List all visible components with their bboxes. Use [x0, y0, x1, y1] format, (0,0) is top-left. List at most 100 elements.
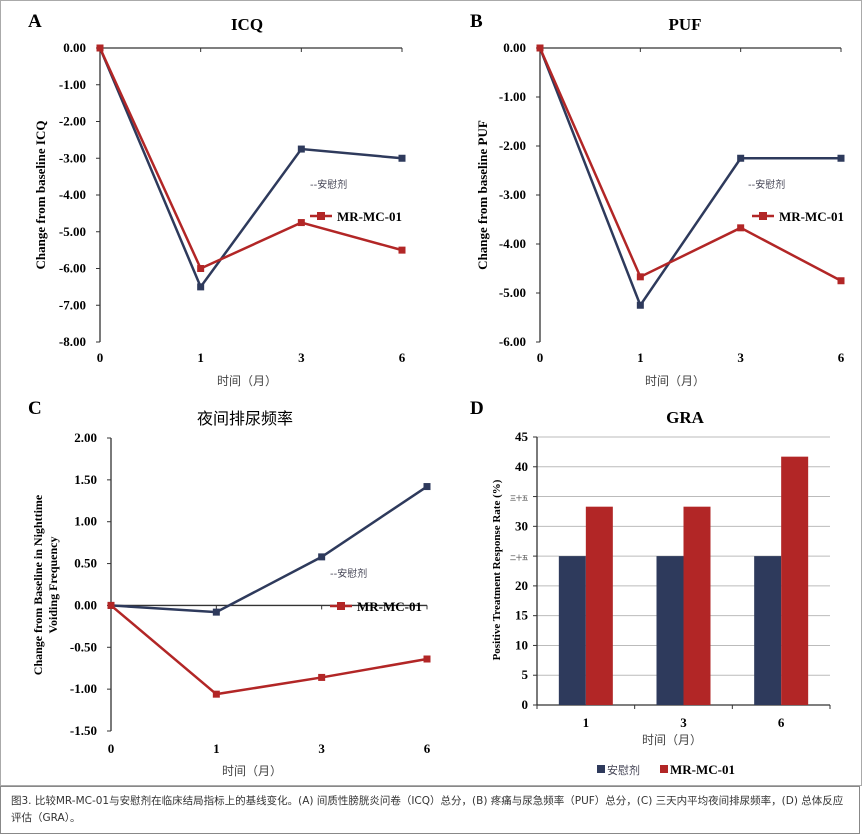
y-tick-label: 0.00	[74, 597, 97, 612]
y-tick-label: -1.00	[70, 681, 97, 696]
y-tick-label: 0	[522, 697, 529, 712]
y-tick-label: 15	[515, 608, 529, 623]
legend-mr-mc-01: MR-MC-01	[670, 762, 735, 777]
data-point	[536, 44, 544, 52]
series-line-mr-mc-01	[538, 47, 842, 282]
panel-a: A ICQ 时间（月） Change from baseline ICQ 0.00 -1.…	[28, 11, 406, 388]
series-line-placebo	[538, 47, 841, 308]
data-point	[197, 265, 205, 272]
y-tick-label: 1.00	[74, 514, 97, 529]
y-tick-label: -2.00	[499, 138, 526, 153]
x-tick-label: 3	[737, 350, 744, 365]
legend-mr-mc-01: MR-MC-01	[337, 209, 402, 224]
y-tick-label: -4.00	[499, 236, 526, 251]
legend-placebo: 安慰剂	[607, 763, 640, 777]
y-tick-label: -4.00	[59, 187, 86, 202]
legend-marker-icon	[317, 212, 325, 220]
y-tick-label: -7.00	[59, 297, 86, 312]
series-line-placebo	[110, 485, 428, 614]
legend-placebo: --安慰剂	[330, 567, 367, 580]
chart-title: 夜间排尿频率	[197, 409, 293, 428]
y-axis-label: Change from baseline ICQ	[33, 121, 48, 270]
y-axis-label: Positive Treatment Response Rate (%)	[491, 479, 503, 660]
chart-title: PUF	[668, 15, 701, 34]
y-tick-label: -6.00	[59, 261, 86, 276]
bar-placebo	[558, 556, 586, 705]
y-tick-label: -1.00	[499, 89, 526, 104]
x-axis-label: 时间（月）	[222, 764, 282, 778]
y-tick-label: 20	[515, 578, 528, 593]
panel-d: D GRA 时间（月） Positive Treatment Response Rat…	[470, 398, 831, 777]
data-point	[837, 277, 845, 285]
series-line-placebo	[98, 47, 403, 290]
bar-mr-mc-01	[683, 506, 711, 705]
x-tick-label: 1	[583, 715, 590, 730]
panel-letter: D	[470, 398, 484, 419]
legend-marker-icon	[759, 212, 767, 220]
y-tick-label: -3.00	[499, 187, 526, 202]
data-point	[398, 246, 406, 254]
panel-b: B PUF 时间（月） Change from baseline PUF 0.00 -1.…	[470, 11, 845, 388]
legend-mr-mc-01: MR-MC-01	[779, 209, 844, 224]
x-tick-label: 0	[97, 350, 104, 365]
y-axis-label: Change from Baseline in NighttimeVoiding…	[31, 494, 60, 675]
y-tick-label: -0.50	[70, 639, 97, 654]
legend-swatch-icon	[597, 765, 605, 773]
data-point	[318, 553, 326, 561]
y-tick-label: -8.00	[59, 334, 86, 349]
y-tick-label: 0.00	[503, 40, 526, 55]
panel-letter: C	[28, 398, 42, 419]
chart-title: GRA	[666, 408, 705, 427]
y-axis-label-line: Voiding Frequency	[46, 536, 60, 633]
legend-mr-mc-01: MR-MC-01	[357, 599, 422, 614]
y-tick-label: 5	[522, 667, 529, 682]
data-point	[423, 483, 431, 491]
y-tick-label: 10	[515, 637, 528, 652]
y-tick-label: -3.00	[59, 150, 86, 165]
data-point	[398, 154, 406, 162]
figure-canvas: A ICQ 时间（月） Change from baseline ICQ 0.00 -1.…	[28, 11, 845, 778]
series-line-mr-mc-01	[98, 47, 403, 271]
x-tick-label: 3	[318, 741, 325, 756]
y-tick-label: -6.00	[499, 334, 526, 349]
x-tick-label: 3	[680, 715, 687, 730]
x-tick-label: 6	[838, 350, 845, 365]
series-line-mr-mc-01	[110, 604, 428, 696]
x-tick-label: 1	[637, 350, 644, 365]
x-axis-label: 时间（月）	[645, 374, 705, 388]
y-tick-label: 30	[515, 518, 528, 533]
x-tick-label: 6	[399, 350, 406, 365]
y-tick-label: 45	[515, 429, 529, 444]
legend-placebo: --安慰剂	[748, 178, 785, 191]
y-axis-label-line: Change from Baseline in Nighttime	[31, 494, 45, 675]
legend-swatch-icon	[660, 765, 668, 773]
y-tick-label: 40	[515, 459, 528, 474]
bar-placebo	[754, 556, 782, 705]
data-point	[212, 608, 220, 616]
x-tick-label: 1	[213, 741, 220, 756]
y-tick-label: 1.50	[74, 472, 97, 487]
x-axis-label: 时间（月）	[217, 374, 277, 388]
y-tick-label: 0.50	[74, 556, 97, 571]
data-point	[636, 273, 644, 281]
data-point	[423, 655, 431, 663]
data-point	[737, 224, 745, 232]
chart-title: ICQ	[231, 15, 263, 34]
y-tick-label: 二十五	[510, 554, 528, 562]
panel-letter: B	[470, 11, 483, 32]
y-tick-label: -5.00	[59, 224, 86, 239]
data-point	[636, 301, 644, 309]
y-tick-label: 0.00	[63, 40, 86, 55]
y-tick-label: -1.50	[70, 723, 97, 738]
figure-caption: 图3. 比较MR-MC-01与安慰剂在临床结局指标上的基线变化。(A) 间质性膀…	[0, 786, 860, 834]
data-point	[318, 673, 326, 681]
legend-placebo: --安慰剂	[310, 178, 347, 191]
y-tick-label: 三十五	[510, 495, 528, 503]
x-tick-label: 0	[108, 741, 115, 756]
bar-mr-mc-01	[585, 506, 613, 705]
x-tick-label: 1	[197, 350, 204, 365]
x-tick-label: 6	[424, 741, 431, 756]
x-tick-label: 6	[778, 715, 785, 730]
legend-marker-icon	[337, 602, 345, 610]
data-point	[107, 601, 115, 609]
